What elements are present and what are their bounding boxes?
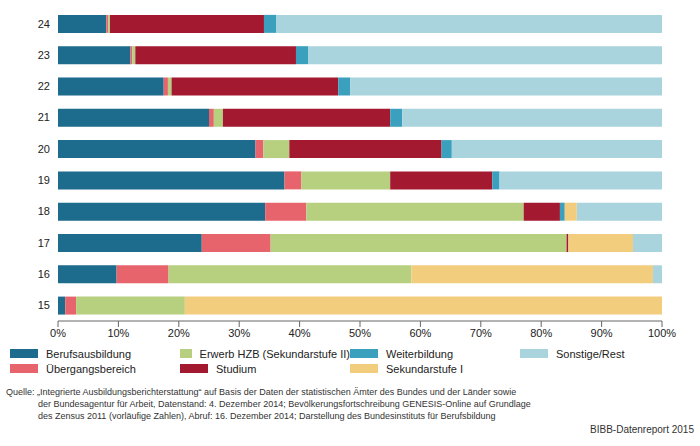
svg-text:15: 15 <box>38 299 50 311</box>
svg-text:40%: 40% <box>289 327 311 339</box>
svg-text:16: 16 <box>38 268 50 280</box>
html-text:Berufsausbildung: Berufsausbildung <box>46 347 131 360</box>
html-text:Studium: Studium <box>216 362 257 375</box>
svg-text:23: 23 <box>38 49 50 61</box>
html-text:der Bundesagentur für Arbeit,: der Bundesagentur für Arbeit, Datenstand… <box>38 399 531 409</box>
svg-text:70%: 70% <box>470 327 492 339</box>
svg-text:21: 21 <box>38 111 50 123</box>
svg-text:19: 19 <box>38 174 50 186</box>
svg-text:17: 17 <box>38 237 50 249</box>
html-text:Übergangsbereich: Übergangsbereich <box>46 362 136 375</box>
html-text:Sonstige/Rest: Sonstige/Rest <box>556 347 625 360</box>
svg-text:22: 22 <box>38 80 50 92</box>
svg-text:20%: 20% <box>168 327 190 339</box>
svg-text:10%: 10% <box>107 327 129 339</box>
svg-text:0%: 0% <box>50 327 66 339</box>
svg-text:30%: 30% <box>228 327 250 339</box>
html-text:BIBB-Datenreport 2015: BIBB-Datenreport 2015 <box>590 424 694 435</box>
html-text:Weiterbildung: Weiterbildung <box>386 347 454 360</box>
svg-text:50%: 50% <box>349 327 371 339</box>
svg-text:100%: 100% <box>648 327 676 339</box>
svg-text:18: 18 <box>38 205 50 217</box>
html-text:Quelle: „Integrierte Ausbildun: Quelle: „Integrierte Ausbildungsberichte… <box>6 387 517 397</box>
html-text:Erwerb HZB (Sekundarstufe II): Erwerb HZB (Sekundarstufe II) <box>199 347 350 360</box>
html-text:des Zensus 2011 (vorläufige Za: des Zensus 2011 (vorläufige Zahlen), Abr… <box>38 411 496 421</box>
svg-text:20: 20 <box>38 143 50 155</box>
svg-text:80%: 80% <box>530 327 552 339</box>
svg-text:60%: 60% <box>409 327 431 339</box>
svg-text:24: 24 <box>38 18 50 30</box>
html-text:Sekundarstufe I: Sekundarstufe I <box>386 362 464 375</box>
svg-text:90%: 90% <box>591 327 613 339</box>
